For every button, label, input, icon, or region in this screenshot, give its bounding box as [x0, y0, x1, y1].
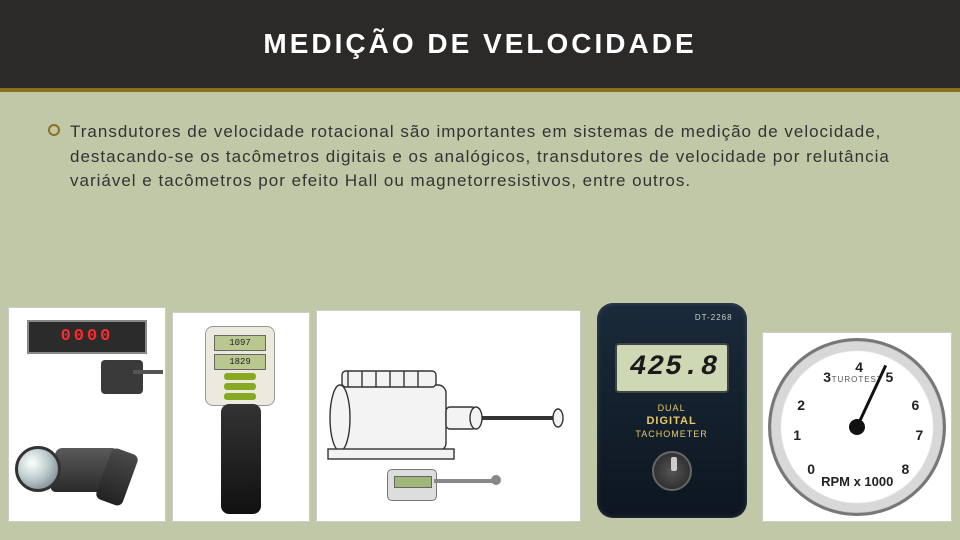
title-bar: MEDIÇÃO DE VELOCIDADE — [0, 0, 960, 92]
panel-meter-strobe: 0000 — [8, 307, 166, 522]
lcd-line1: 1097 — [214, 335, 266, 351]
panel-handheld-tachometer: 1097 1829 — [172, 312, 310, 522]
body-text-block: Transdutores de velocidade rotacional sã… — [0, 92, 960, 214]
panel-analog-gauge: TUROTEST 0 1 2 3 4 5 6 7 8 RPM x 1000 — [762, 332, 952, 522]
bullet-item: Transdutores de velocidade rotacional sã… — [48, 120, 912, 194]
label-digital: DIGITAL — [597, 415, 747, 427]
gauge-unit-label: RPM x 1000 — [771, 474, 943, 489]
handheld-tachometer-icon: 1097 1829 — [211, 326, 271, 516]
gauge-hub-icon — [849, 419, 865, 435]
bullet-text: Transdutores de velocidade rotacional sã… — [70, 120, 912, 194]
model-label: DT-2268 — [695, 313, 733, 322]
gauge-tick-3: 3 — [823, 369, 831, 385]
label-tachometer: TACHOMETER — [597, 429, 747, 439]
panel-motor-diagram — [316, 310, 581, 522]
dual-tach-lcd-value: 425.8 — [630, 352, 719, 383]
slide-title: MEDIÇÃO DE VELOCIDADE — [263, 28, 696, 60]
optical-sensor-icon — [101, 360, 143, 394]
panel-dual-digital-tachometer: DT-2268 425.8 DUAL DIGITAL TACHOMETER — [587, 292, 757, 522]
stroboscope-icon — [15, 412, 155, 512]
bullet-marker-icon — [48, 124, 60, 136]
label-dual: DUAL — [597, 403, 747, 413]
led-readout-value: 0000 — [61, 327, 114, 346]
dual-tach-lcd: 425.8 — [615, 343, 729, 393]
gauge-tick-5: 5 — [885, 369, 893, 385]
led-readout: 0000 — [27, 320, 147, 354]
dual-tachometer-body: DT-2268 425.8 DUAL DIGITAL TACHOMETER — [597, 303, 747, 518]
analog-gauge: TUROTEST 0 1 2 3 4 5 6 7 8 RPM x 1000 — [768, 338, 946, 516]
gauge-tick-4: 4 — [855, 359, 863, 375]
gauge-tick-6: 6 — [911, 397, 919, 413]
gauge-tick-1: 1 — [793, 427, 801, 443]
gauge-tick-7: 7 — [915, 427, 923, 443]
gauge-brand: TUROTEST — [771, 375, 943, 384]
image-row: 0000 1097 1829 — [0, 287, 960, 522]
gauge-tick-2: 2 — [797, 397, 805, 413]
selector-dial-icon — [652, 451, 692, 491]
small-handheld-tach-icon — [387, 455, 497, 515]
lcd-line2: 1829 — [214, 354, 266, 370]
